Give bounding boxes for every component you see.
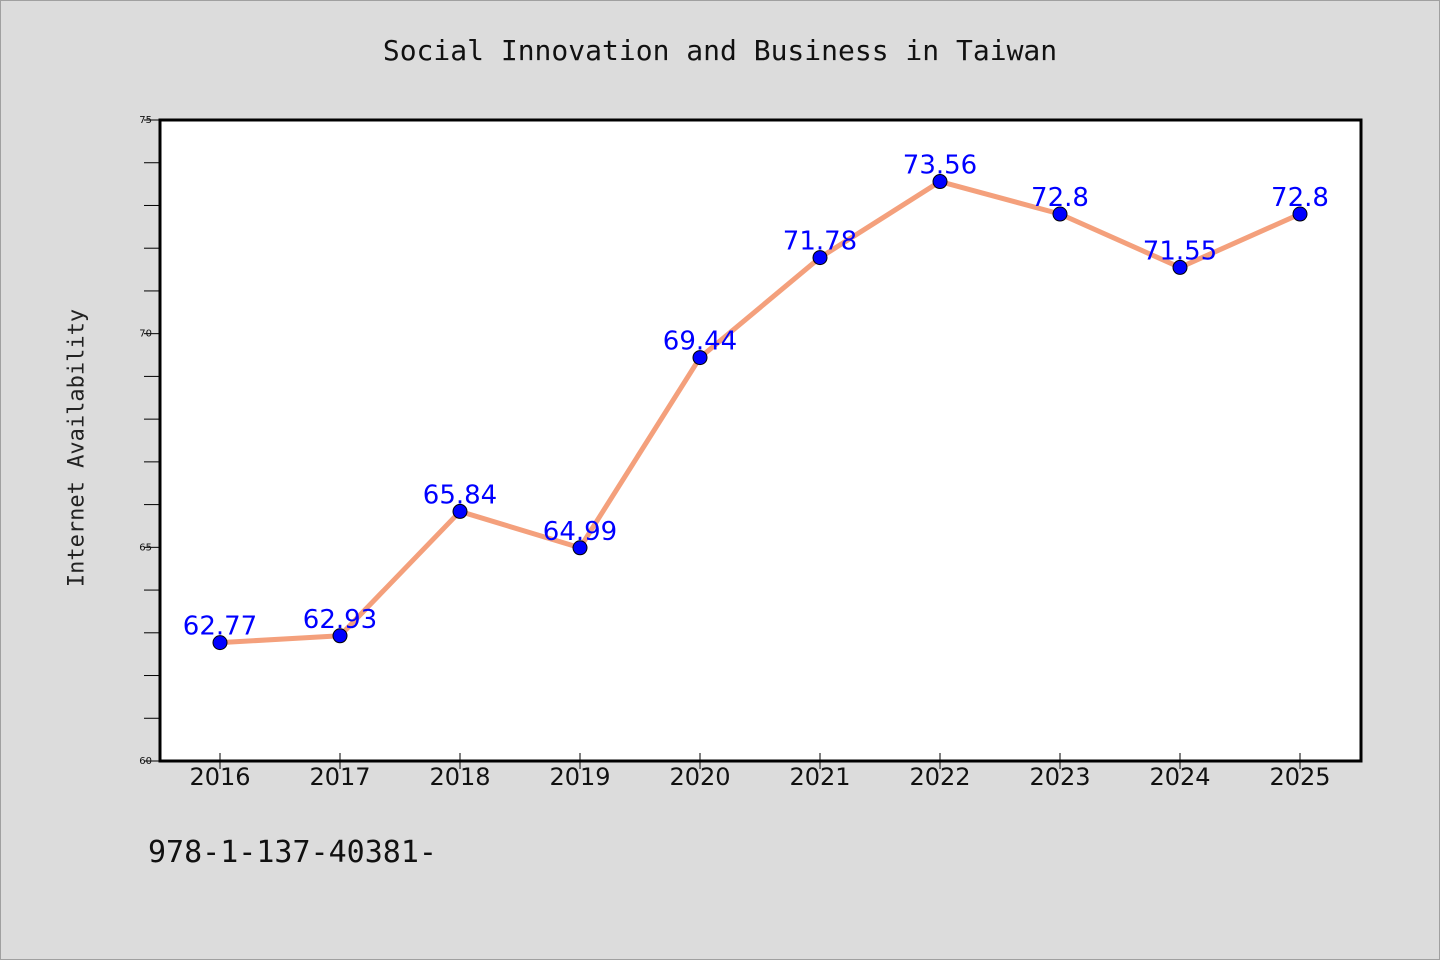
y-axis-ticks: 60 65 70 75 [139, 115, 160, 767]
x-tick-label: 2020 [669, 763, 730, 791]
data-label: 65.84 [423, 480, 497, 510]
x-axis-ticks: 2016 2017 2018 2019 2020 2021 2022 2023 2024 2025 [189, 753, 1331, 791]
series-line [217, 179, 1303, 646]
data-label: 62.93 [303, 605, 377, 635]
data-label: 62.77 [183, 612, 257, 642]
y-tick-label: 75 [139, 115, 152, 126]
x-tick-label: 2023 [1029, 763, 1090, 791]
data-point [932, 174, 948, 190]
data-point [1052, 206, 1068, 222]
x-tick-label: 2017 [309, 763, 370, 791]
data-point [452, 503, 468, 519]
data-label: 71.78 [783, 227, 857, 257]
data-markers [212, 174, 1308, 651]
data-labels: 62.77 62.93 65.84 64.99 69.44 71.78 73.56 72.8 7… [183, 151, 1329, 642]
data-label: 73.56 [903, 151, 977, 181]
y-tick-label: 65 [139, 542, 152, 553]
data-label: 69.44 [663, 327, 737, 357]
data-label: 72.8 [1031, 183, 1089, 213]
x-tick-label: 2016 [189, 763, 250, 791]
data-point [332, 628, 348, 644]
y-tick-label: 70 [139, 329, 152, 340]
data-point [572, 540, 588, 556]
data-point [212, 635, 228, 651]
x-tick-label: 2025 [1269, 763, 1330, 791]
data-point [692, 350, 708, 366]
data-label: 64.99 [543, 517, 617, 547]
data-point [1292, 206, 1308, 222]
data-point [1172, 259, 1188, 275]
footer-isbn: 978-1-137-40381- [148, 835, 437, 870]
chart-title: Social Innovation and Business in Taiwan [382, 34, 1058, 67]
data-label: 72.8 [1271, 183, 1329, 213]
x-tick-label: 2019 [549, 763, 610, 791]
plot-area [158, 118, 1363, 763]
x-tick-label: 2021 [789, 763, 850, 791]
y-tick-label: 60 [139, 756, 152, 767]
data-point [812, 250, 828, 266]
x-tick-label: 2024 [1149, 763, 1210, 791]
data-label: 71.55 [1143, 236, 1217, 266]
x-tick-label: 2022 [909, 763, 970, 791]
x-tick-label: 2018 [429, 763, 490, 791]
